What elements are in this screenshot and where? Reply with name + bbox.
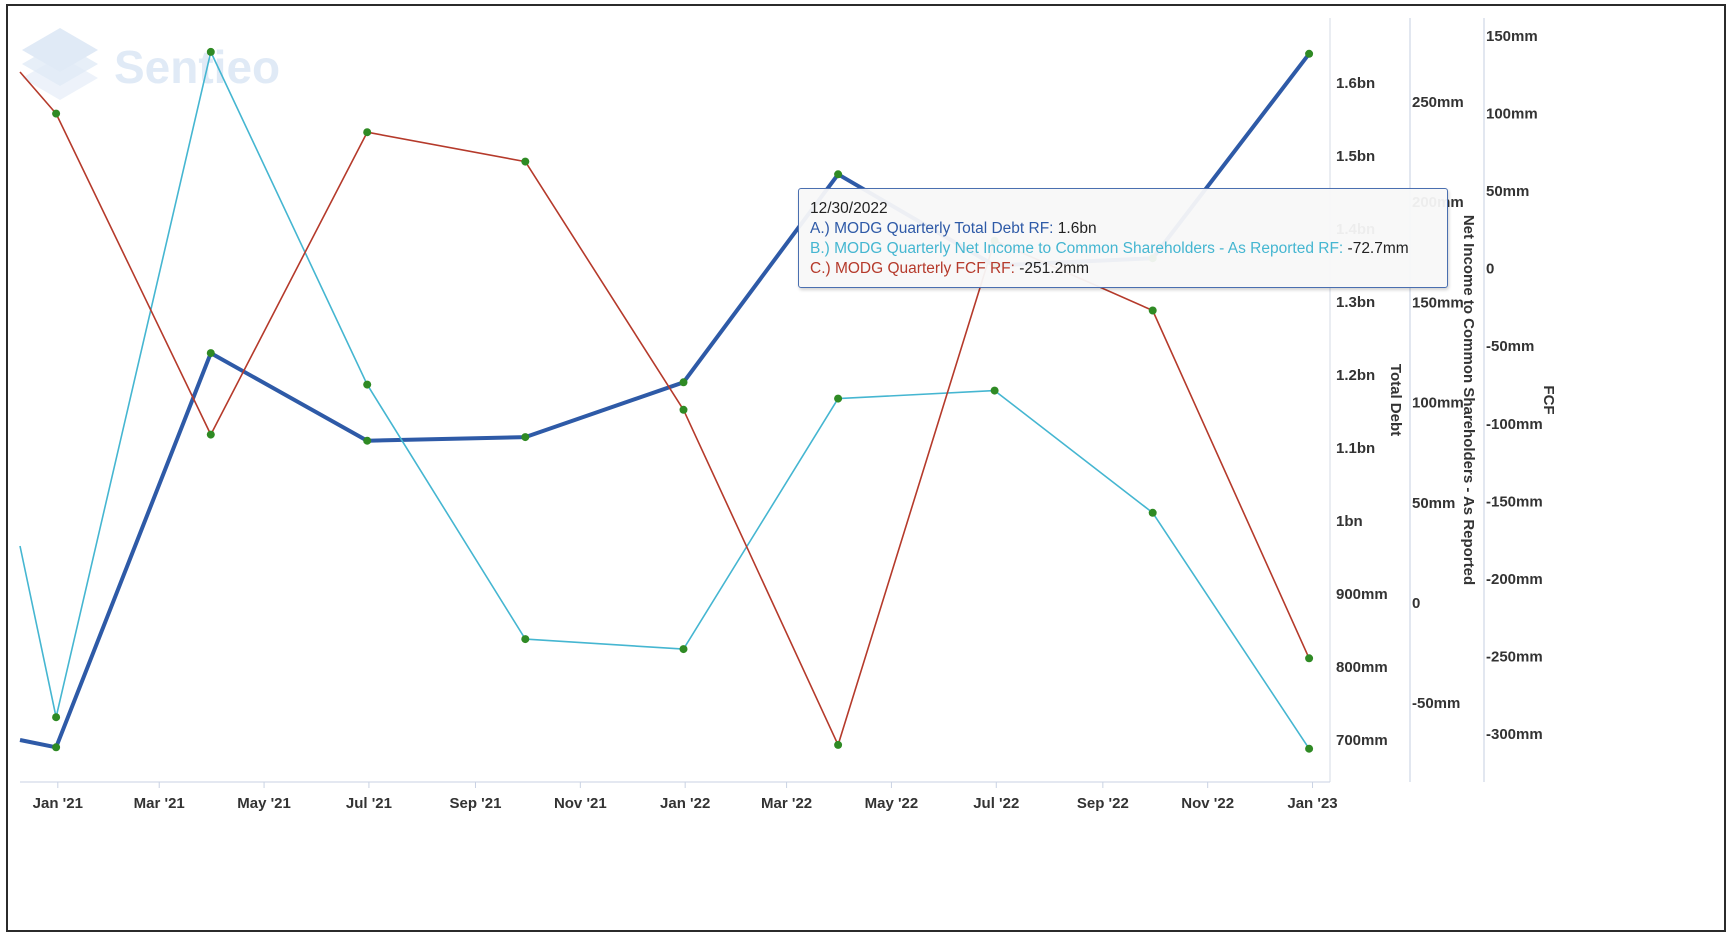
debt-tick-label: 700mm — [1336, 732, 1388, 749]
axes-layer: Jan '21 Mar '21 May '21 Jul '21 Sep '21 Nov '… — [20, 18, 1557, 812]
ni-tick-label: -50mm — [1412, 695, 1460, 712]
tooltip-row-fcf: C.) MODG Quarterly FCF RF: -251.2mm — [810, 259, 1436, 279]
data-point-debt — [834, 170, 843, 179]
data-point-ni — [1305, 744, 1314, 753]
x-tick-label: Sep '22 — [1077, 795, 1129, 812]
ni-tick-label: 150mm — [1412, 294, 1464, 311]
debt-tick-label: 1.1bn — [1336, 440, 1375, 457]
chart-canvas: Sentieo Jan '21 Mar '21 May '21 Jul '21 Sep … — [19, 18, 1557, 812]
debt-tick-label: 1.2bn — [1336, 367, 1375, 384]
data-point-fcf — [679, 405, 688, 414]
x-tick-label: Jan '21 — [33, 795, 83, 812]
tooltip-date: 12/30/2022 — [810, 200, 888, 217]
debt-tick-label: 900mm — [1336, 586, 1388, 603]
x-tick-label: Mar '22 — [761, 795, 812, 812]
ni-tick-label: 250mm — [1412, 94, 1464, 111]
tooltip-series-value: 1.6bn — [1057, 220, 1097, 237]
tooltip-series-value: -251.2mm — [1019, 260, 1090, 277]
tooltip-series-name: B.) MODG Quarterly Net Income to Common … — [810, 240, 1344, 257]
fcf-tick-label: -100mm — [1486, 416, 1543, 433]
tooltip-series-name: C.) MODG Quarterly FCF RF: — [810, 260, 1015, 277]
ni-tick-label: 0 — [1412, 595, 1420, 612]
series-line-fcf — [19, 71, 1310, 746]
data-point-fcf — [521, 157, 530, 166]
debt-tick-label: 800mm — [1336, 659, 1388, 676]
fcf-tick-label: 50mm — [1486, 183, 1529, 200]
x-tick-label: Jan '23 — [1287, 795, 1337, 812]
debt-tick-label: 1.5bn — [1336, 148, 1375, 165]
fcf-tick-label: -300mm — [1486, 726, 1543, 743]
x-tick-label: Nov '21 — [554, 795, 607, 812]
data-point-ni — [990, 386, 999, 395]
tooltip-row-net-income: B.) MODG Quarterly Net Income to Common … — [810, 239, 1436, 259]
data-point-debt — [521, 433, 530, 442]
data-point-debt — [363, 436, 372, 445]
x-tick-label: Mar '21 — [134, 795, 185, 812]
x-tick-label: Jul '21 — [346, 795, 392, 812]
series-layer — [19, 51, 1311, 750]
fcf-axis-title: FCF — [1540, 385, 1557, 414]
series-line-ni — [19, 51, 1310, 750]
data-point-debt — [679, 378, 688, 387]
data-point-ni — [521, 635, 530, 644]
fcf-tick-label: 100mm — [1486, 106, 1538, 123]
data-point-fcf — [1305, 654, 1314, 663]
ni-tick-label: 50mm — [1412, 495, 1455, 512]
series-line-debt — [19, 52, 1311, 750]
debt-axis-title: Total Debt — [1387, 364, 1404, 436]
ni-axis-title: Net Income to Common Shareholders - As R… — [1460, 215, 1477, 585]
data-point-debt — [1305, 49, 1314, 58]
data-point-debt — [206, 349, 215, 358]
x-tick-label: Jul '22 — [973, 795, 1019, 812]
debt-tick-label: 1.3bn — [1336, 294, 1375, 311]
fcf-tick-label: -250mm — [1486, 648, 1543, 665]
points-layer — [52, 47, 1314, 753]
logo-text: Sentieo — [114, 41, 280, 93]
x-tick-label: Sep '21 — [450, 795, 502, 812]
data-point-fcf — [834, 740, 843, 749]
x-tick-label: May '22 — [865, 795, 919, 812]
data-point-ni — [206, 47, 215, 56]
tooltip-series-name: A.) MODG Quarterly Total Debt RF: — [810, 220, 1054, 237]
data-point-fcf — [1148, 306, 1157, 315]
fcf-tick-label: -150mm — [1486, 493, 1543, 510]
data-point-ni — [363, 380, 372, 389]
data-point-fcf — [363, 128, 372, 137]
data-point-ni — [52, 713, 61, 722]
data-point-ni — [834, 394, 843, 403]
x-tick-label: Nov '22 — [1181, 795, 1234, 812]
x-tick-label: Jan '22 — [660, 795, 710, 812]
debt-tick-label: 1bn — [1336, 513, 1363, 530]
fcf-tick-label: 150mm — [1486, 28, 1538, 45]
tooltip-row-debt: A.) MODG Quarterly Total Debt RF: 1.6bn — [810, 219, 1436, 239]
tooltip-series-value: -72.7mm — [1347, 240, 1409, 257]
tooltip: 12/30/2022 A.) MODG Quarterly Total Debt… — [798, 188, 1448, 288]
data-point-debt — [52, 743, 61, 752]
chart-frame: Sentieo Jan '21 Mar '21 May '21 Jul '21 Sep … — [6, 4, 1726, 932]
fcf-tick-label: -50mm — [1486, 338, 1534, 355]
fcf-tick-label: -200mm — [1486, 571, 1543, 588]
ni-tick-label: 100mm — [1412, 395, 1464, 412]
sentieo-logo-watermark: Sentieo — [22, 28, 280, 100]
data-point-ni — [679, 645, 688, 654]
data-point-fcf — [52, 109, 61, 118]
x-tick-label: May '21 — [237, 795, 291, 812]
data-point-ni — [1148, 508, 1157, 517]
data-point-fcf — [206, 430, 215, 439]
fcf-tick-label: 0 — [1486, 261, 1494, 278]
debt-tick-label: 1.6bn — [1336, 75, 1375, 92]
